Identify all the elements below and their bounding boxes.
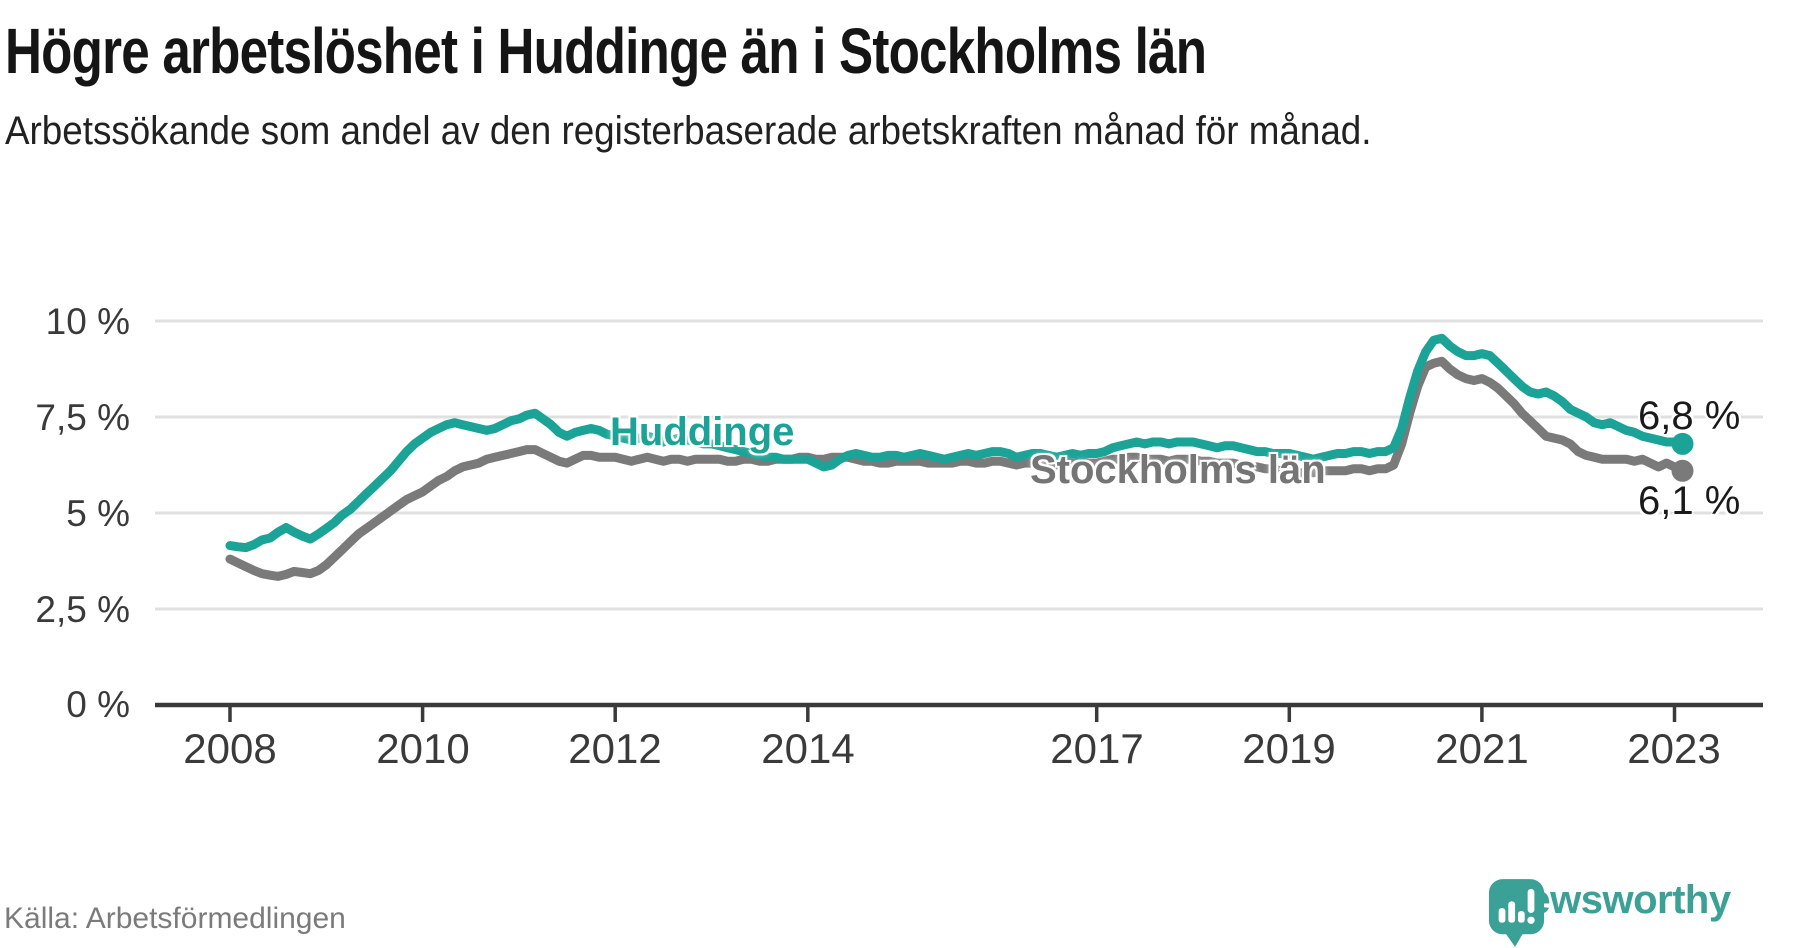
series-end-dot-Stockholms län xyxy=(1671,459,1694,482)
newsworthy-logo: Newsworthy xyxy=(1488,878,1731,947)
series-line-Huddinge xyxy=(225,333,1687,553)
newsworthy-speech-bubble-bar-chart-icon xyxy=(1488,879,1545,947)
x-tick-label-2023: 2023 xyxy=(1627,725,1721,772)
x-tick-label-2014: 2014 xyxy=(761,725,855,772)
x-tick-label-2019: 2019 xyxy=(1242,725,1336,772)
chart-subtitle: Arbetssökande som andel av den registerb… xyxy=(5,109,1372,153)
x-tick-label-2008: 2008 xyxy=(183,725,277,772)
x-tick-label-2010: 2010 xyxy=(376,725,470,772)
end-value-label-stockholms-lan: 6,1 % xyxy=(1638,479,1741,523)
y-tick-label-2-5: 2,5 % xyxy=(35,589,130,630)
source-credit: Källa: Arbetsförmedlingen xyxy=(4,902,346,935)
y-tick-label-0: 0 % xyxy=(66,684,130,725)
x-tick-label-2012: 2012 xyxy=(568,725,662,772)
page-title: Högre arbetslöshet i Huddinge än i Stock… xyxy=(5,15,1207,87)
y-tick-label-7-5: 7,5 % xyxy=(35,397,130,438)
y-tick-label-5: 5 % xyxy=(66,493,130,534)
series-label-stockholms-lan: Stockholms län xyxy=(1030,448,1326,492)
x-tick-label-2017: 2017 xyxy=(1050,725,1144,772)
end-value-label-huddinge: 6,8 % xyxy=(1638,394,1741,438)
series-end-dot-Huddinge xyxy=(1671,432,1694,455)
series-label-huddinge: Huddinge xyxy=(610,410,795,454)
x-tick-label-2021: 2021 xyxy=(1435,725,1529,772)
series-line-Stockholms län xyxy=(225,356,1687,581)
y-tick-label-10: 10 % xyxy=(45,301,130,342)
